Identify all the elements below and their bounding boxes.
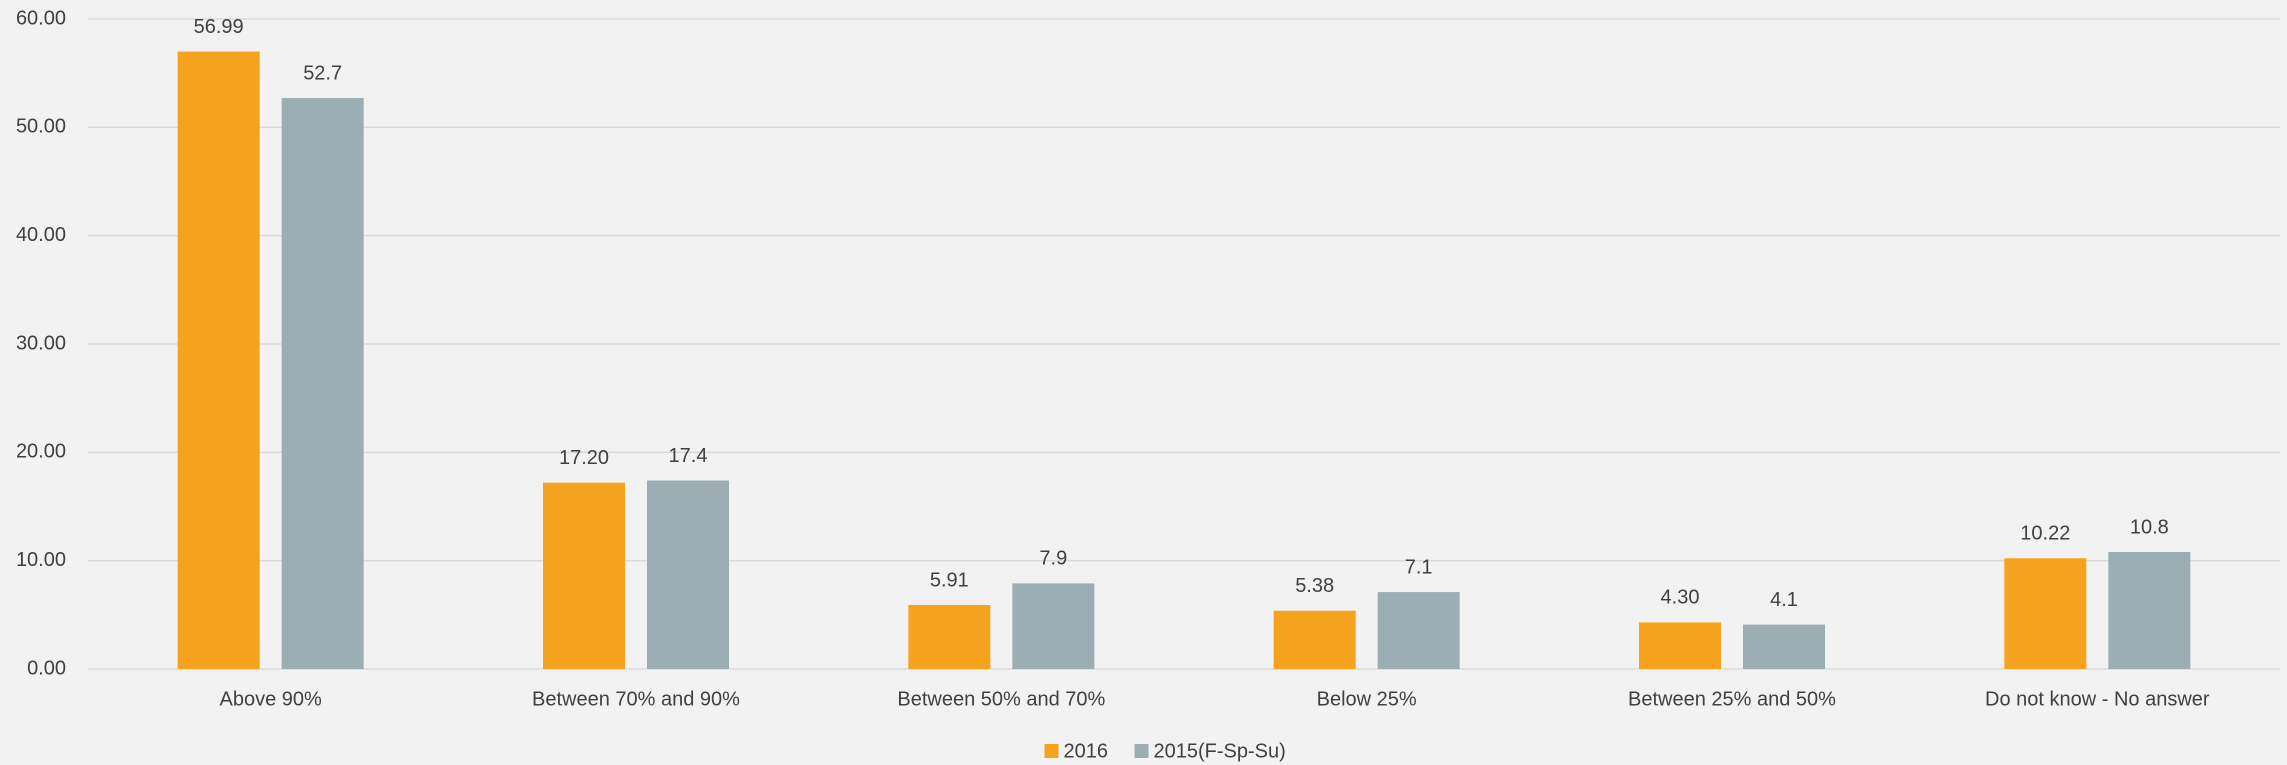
x-tick-label: Between 70% and 90% <box>532 688 740 710</box>
bar <box>1012 583 1095 669</box>
bar <box>2108 552 2191 669</box>
data-label: 56.99 <box>194 16 244 38</box>
data-label: 5.38 <box>1295 575 1334 597</box>
data-label: 7.9 <box>1039 548 1067 570</box>
legend-label: 2015(F-Sp-Su) <box>1154 740 1286 762</box>
data-label: 4.1 <box>1770 589 1798 611</box>
data-label: 4.30 <box>1661 587 1700 609</box>
y-tick-label: 10.00 <box>16 549 66 571</box>
x-tick-label: Between 50% and 70% <box>897 688 1105 710</box>
bar <box>1639 622 1721 669</box>
bar <box>908 604 991 669</box>
y-tick-label: 60.00 <box>16 7 66 29</box>
x-tick-label: Between 25% and 50% <box>1628 688 1836 710</box>
data-label: 17.20 <box>559 447 609 469</box>
data-label: 52.7 <box>303 62 342 84</box>
x-tick-label: Above 90% <box>220 688 323 710</box>
data-label: 5.91 <box>930 569 969 591</box>
bar <box>1743 624 1825 669</box>
data-label: 17.4 <box>669 445 708 467</box>
data-label: 10.8 <box>2130 516 2169 538</box>
bar <box>2004 558 2087 669</box>
x-tick-label: Do not know - No answer <box>1985 688 2210 710</box>
y-tick-label: 20.00 <box>16 441 66 463</box>
legend-swatch <box>1134 744 1149 758</box>
y-tick-label: 40.00 <box>16 224 66 246</box>
bar <box>647 480 729 669</box>
y-tick-label: 50.00 <box>16 116 66 138</box>
x-tick-label: Below 25% <box>1317 688 1417 710</box>
y-tick-label: 0.00 <box>27 657 66 679</box>
data-label: 7.1 <box>1405 556 1433 578</box>
legend-swatch <box>1044 744 1059 758</box>
bar <box>1377 592 1460 669</box>
y-tick-label: 30.00 <box>16 332 66 354</box>
legend-label: 2016 <box>1064 740 1109 762</box>
data-label: 10.22 <box>2020 523 2070 545</box>
bar <box>177 51 260 669</box>
bar <box>281 98 364 670</box>
bar <box>543 482 625 669</box>
bar <box>1273 610 1356 669</box>
